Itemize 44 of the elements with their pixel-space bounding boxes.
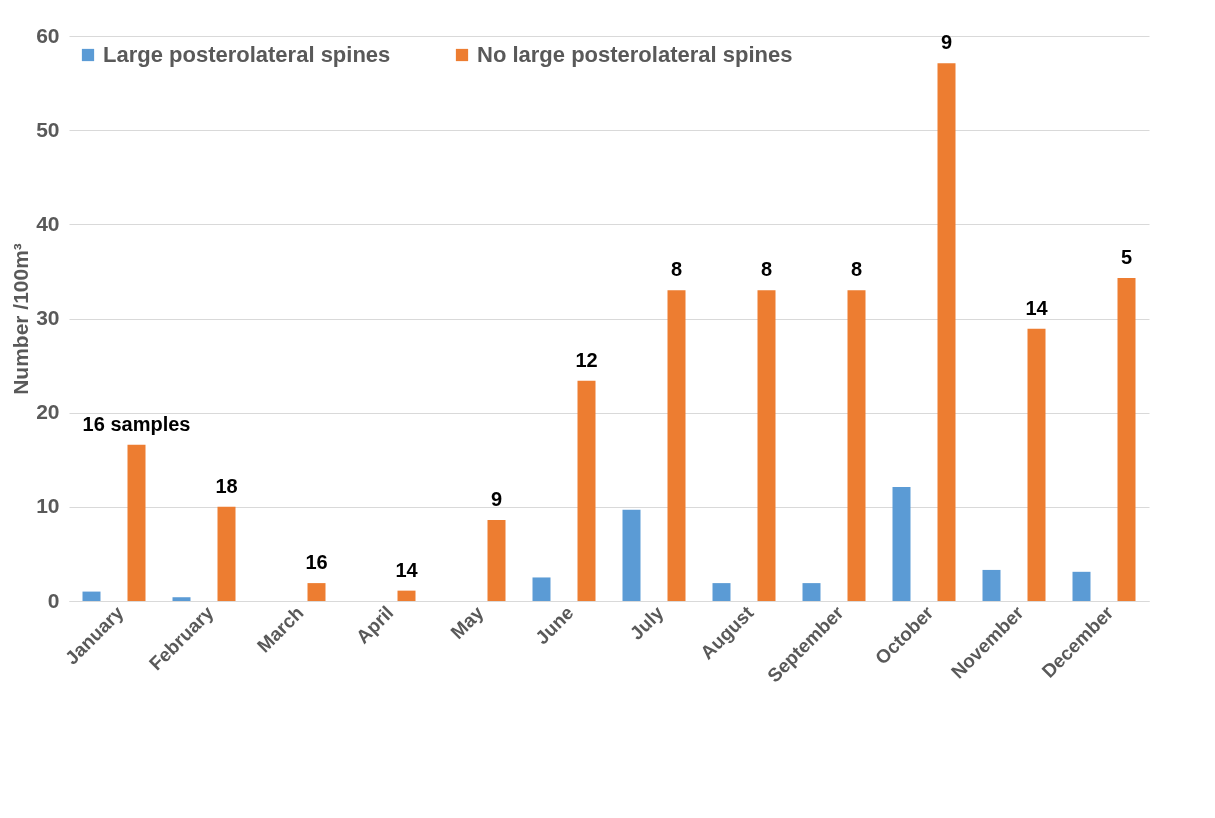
bar	[487, 520, 506, 601]
annotation: 8	[670, 258, 683, 281]
x-tick-label: May	[446, 601, 488, 644]
bar	[172, 597, 191, 601]
y-tick-label: 60	[36, 23, 60, 47]
legend-label: No large posterolateral spines	[477, 42, 793, 67]
annotation: 14	[1025, 296, 1049, 319]
bar	[937, 63, 956, 601]
annotation: 8	[760, 258, 773, 281]
bar	[217, 506, 236, 601]
bar	[847, 290, 866, 601]
annotation: 8	[850, 258, 863, 281]
y-tick-label: 30	[36, 306, 60, 329]
bar	[667, 290, 686, 601]
annotation: 5	[1120, 246, 1133, 269]
y-axis-title: Number /100m³	[9, 243, 33, 395]
bar	[802, 583, 821, 601]
bar	[1027, 328, 1046, 601]
y-tick-label: 40	[36, 211, 60, 235]
bar	[892, 487, 911, 601]
annotation: 18	[215, 474, 238, 497]
annotation: 14	[395, 558, 419, 581]
bar	[757, 290, 776, 601]
bar	[307, 583, 326, 601]
bar	[982, 569, 1001, 601]
y-tick-label: 50	[36, 117, 60, 141]
annotation: 16	[305, 551, 328, 574]
legend-label: Large posterolateral spines	[103, 42, 391, 67]
annotation: 16 samples	[82, 412, 191, 435]
bar	[532, 577, 551, 601]
bar	[1072, 571, 1091, 601]
y-tick-label: 10	[36, 494, 60, 518]
annotation: 9	[490, 488, 503, 511]
bar	[397, 590, 416, 601]
bar	[622, 509, 641, 601]
bar	[1117, 278, 1136, 601]
bar	[82, 591, 101, 601]
annotation: 9	[940, 31, 953, 54]
bar	[127, 444, 146, 601]
bar	[577, 380, 596, 601]
y-tick-label: 0	[47, 588, 60, 612]
annotation: 12	[575, 348, 598, 371]
y-tick-label: 20	[36, 400, 60, 424]
bar	[712, 583, 731, 601]
